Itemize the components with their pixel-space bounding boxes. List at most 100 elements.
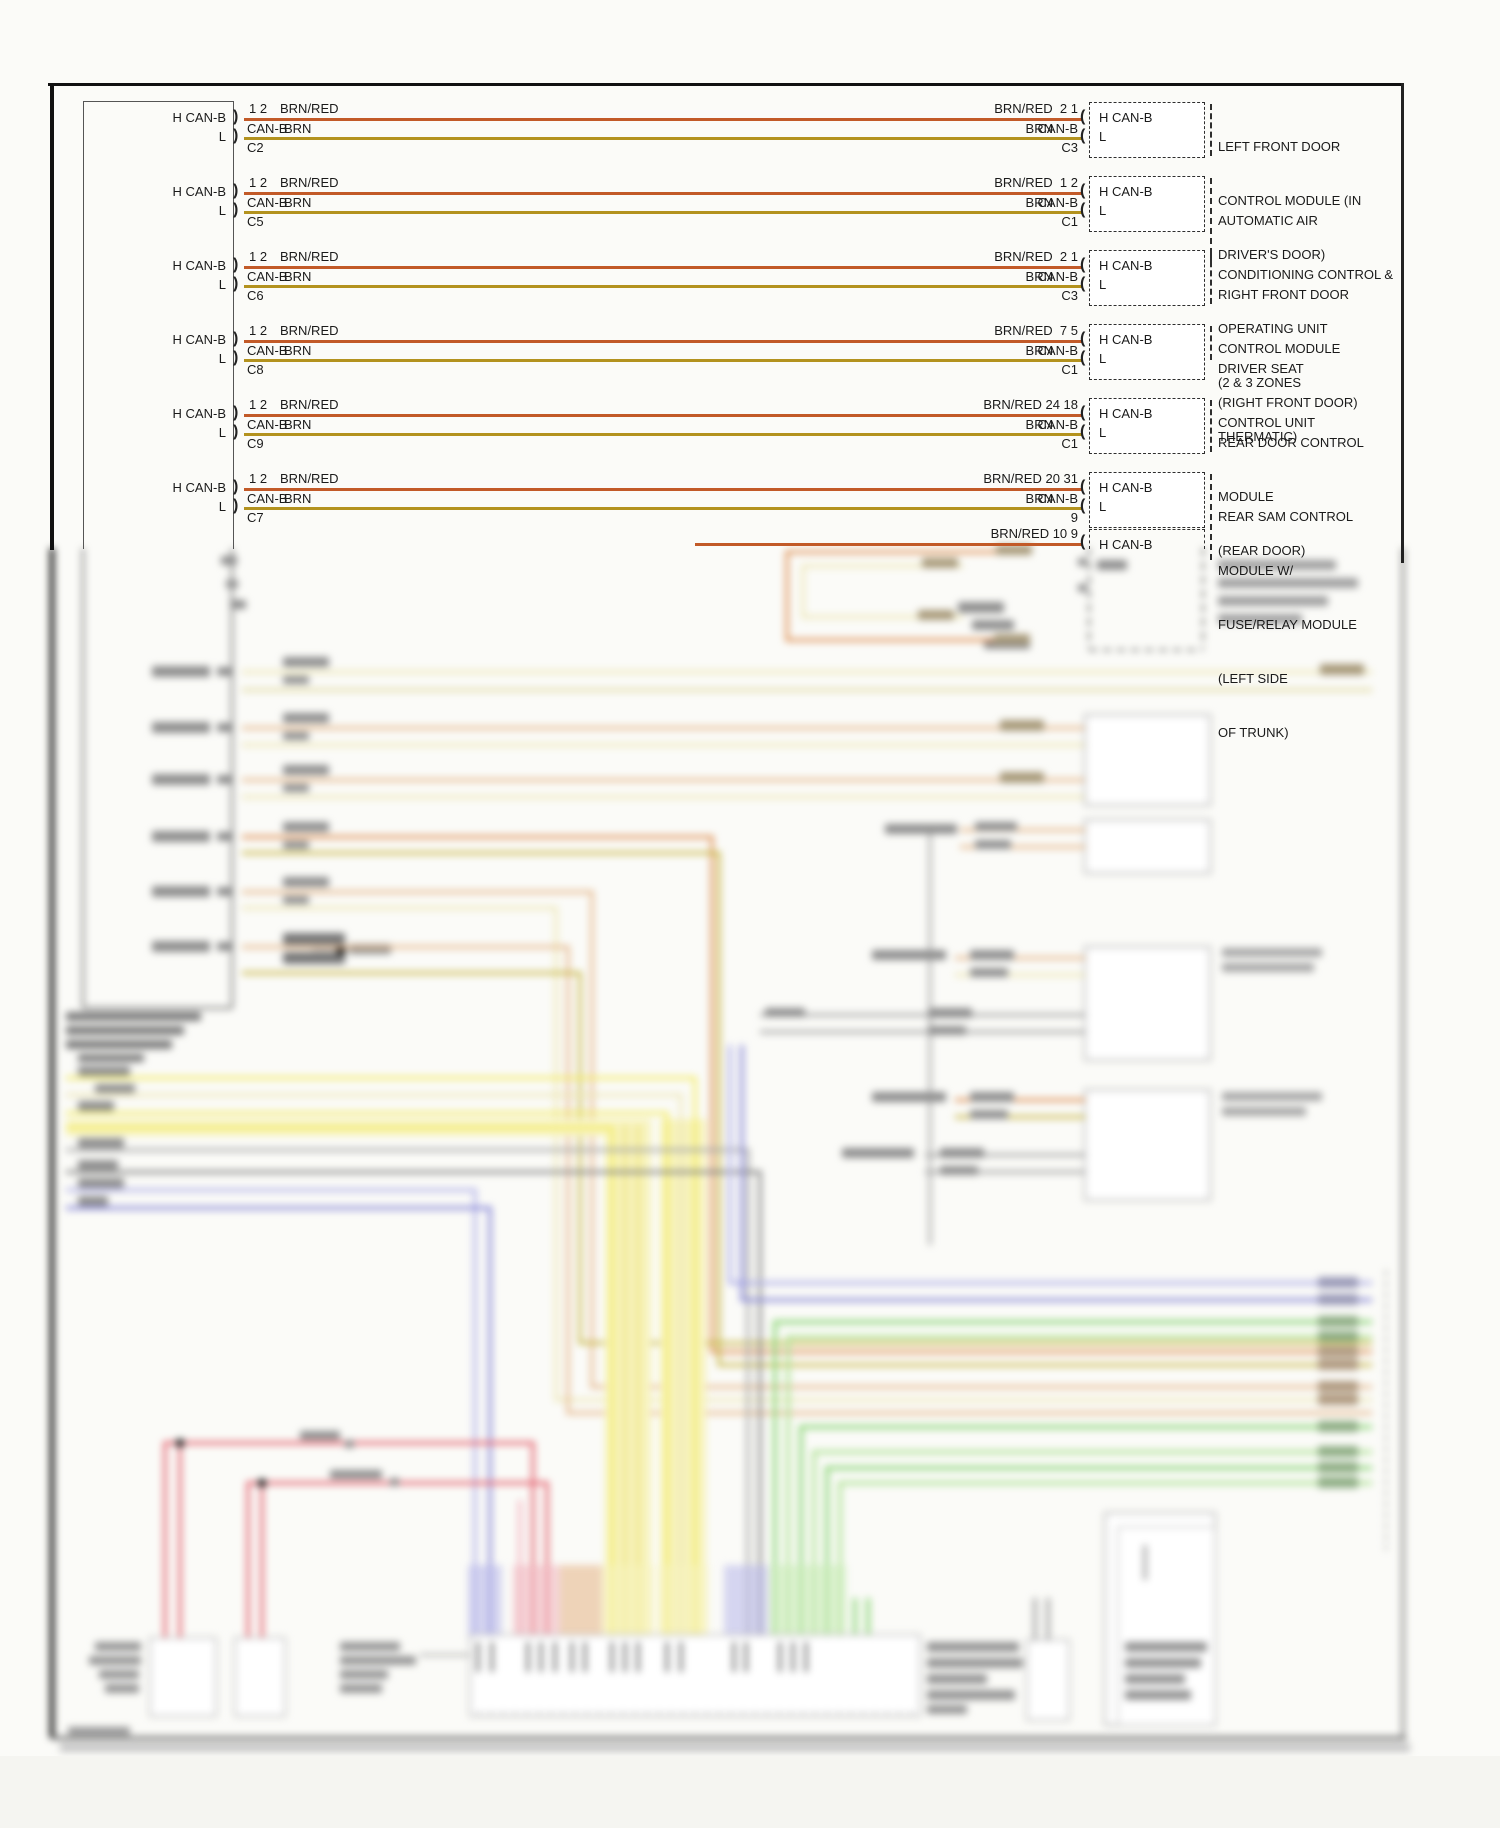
can-b-high-wire bbox=[244, 192, 1082, 195]
module-name-line: MODULE W/ bbox=[1218, 563, 1294, 578]
pin-numbers: 1 2 bbox=[249, 101, 268, 116]
module-name: REAR SAM CONTROL MODULE W/ FUSE/RELAY MO… bbox=[1218, 472, 1357, 778]
connector-id: C9 bbox=[247, 436, 264, 451]
module-name: DRIVER SEAT CONTROL UNIT bbox=[1218, 324, 1315, 468]
module-name-line: LEFT FRONT DOOR bbox=[1218, 139, 1341, 154]
module-name-line: REAR SAM CONTROL bbox=[1218, 509, 1354, 524]
connector-bump: ( bbox=[1080, 478, 1086, 495]
can-b-high-wire bbox=[695, 543, 1082, 546]
module-dashed-box bbox=[1089, 398, 1205, 454]
can-b-high-wire bbox=[244, 488, 1082, 491]
module-name-line: RIGHT FRONT DOOR bbox=[1218, 287, 1349, 302]
module-name-line: CONTROL MODULE bbox=[1218, 341, 1341, 356]
module-dashed-box bbox=[1089, 472, 1205, 528]
connector-bump: ) bbox=[233, 404, 239, 421]
module-dashed-box bbox=[1089, 176, 1205, 232]
h-can-b-label: H CAN-B bbox=[1099, 110, 1153, 125]
connector-id: C5 bbox=[247, 214, 264, 229]
l-label: L bbox=[218, 203, 226, 218]
connector-bump: ( bbox=[1080, 330, 1086, 347]
wire-color-label: BRN bbox=[1025, 269, 1053, 284]
connector-bump: ) bbox=[233, 256, 239, 273]
can-b-low-wire bbox=[244, 285, 1082, 288]
module-name-line: (2 & 3 ZONES bbox=[1218, 375, 1302, 390]
connector-bump: ) bbox=[233, 349, 239, 366]
module-name-line: AUTOMATIC AIR bbox=[1218, 213, 1318, 228]
module-name: REAR DOOR CONTROL MODULE (REAR DOOR) bbox=[1218, 398, 1364, 596]
l-label: L bbox=[1099, 351, 1107, 366]
module-name: AUTOMATIC AIR CONDITIONING CONTROL & OPE… bbox=[1218, 176, 1393, 482]
connector-id: C1 bbox=[1061, 214, 1078, 229]
module-name-line: OF TRUNK) bbox=[1218, 725, 1289, 740]
wire-color-label: BRN bbox=[284, 121, 312, 136]
module-name-line: THERMATIC) bbox=[1218, 429, 1298, 444]
module-pins-label: BRN/RED 2 1 bbox=[994, 101, 1078, 116]
l-label: L bbox=[1099, 203, 1107, 218]
module-pins-label: BRN/RED 1 2 bbox=[994, 175, 1078, 190]
pin-numbers: 1 2 bbox=[249, 397, 268, 412]
module-name-line: (LEFT SIDE bbox=[1218, 671, 1288, 686]
left-control-unit-box bbox=[83, 101, 234, 549]
wire-color-label: BRN/RED bbox=[280, 175, 339, 190]
module-label-bracket bbox=[1210, 104, 1214, 156]
can-b-label: CAN-B bbox=[247, 121, 288, 136]
pin-numbers: 1 2 bbox=[249, 175, 268, 190]
can-b-label: CAN-B bbox=[247, 417, 288, 432]
wire-color-label: BRN/RED bbox=[280, 471, 339, 486]
wire-color-label: BRN/RED bbox=[280, 323, 339, 338]
l-label: L bbox=[1099, 277, 1107, 292]
module-name-line: OPERATING UNIT bbox=[1218, 321, 1328, 336]
h-can-b-label: H CAN-B bbox=[1099, 332, 1153, 347]
module-dashed-box bbox=[1089, 324, 1205, 380]
l-label: L bbox=[218, 351, 226, 366]
module-name: RIGHT FRONT DOOR CONTROL MODULE (RIGHT F… bbox=[1218, 250, 1358, 448]
connector-bump: ( bbox=[1080, 404, 1086, 421]
page-bottom-margin bbox=[0, 1756, 1500, 1828]
wire-color-label: BRN/RED bbox=[280, 397, 339, 412]
connector-id: 9 bbox=[1070, 510, 1078, 525]
connector-bump: ( bbox=[1080, 497, 1086, 514]
connector-bump: ( bbox=[1080, 349, 1086, 366]
wire-color-label: BRN bbox=[284, 195, 312, 210]
l-label: L bbox=[1099, 499, 1107, 514]
wire-color-label: BRN bbox=[1025, 491, 1053, 506]
connector-bump: ( bbox=[1080, 256, 1086, 273]
connector-id: C7 bbox=[247, 510, 264, 525]
h-can-b-label: H CAN-B bbox=[1099, 537, 1153, 552]
wire-color-label: BRN/RED bbox=[280, 101, 339, 116]
wire-color-label: BRN bbox=[284, 417, 312, 432]
connector-bump: ) bbox=[233, 201, 239, 218]
connector-id: C1 bbox=[1061, 362, 1078, 377]
page-border-left bbox=[50, 83, 54, 550]
module-dashed-box bbox=[1089, 102, 1205, 158]
connector-bump: ) bbox=[233, 423, 239, 440]
module-name-line: (RIGHT FRONT DOOR) bbox=[1218, 395, 1358, 410]
module-name: LEFT FRONT DOOR CONTROL MODULE (IN DRIVE… bbox=[1218, 102, 1361, 300]
connector-bump: ) bbox=[233, 127, 239, 144]
can-b-low-wire bbox=[244, 507, 1082, 510]
module-dashed-box-partial bbox=[1089, 529, 1205, 549]
module-label-bracket bbox=[1210, 326, 1214, 360]
connector-id: C1 bbox=[1061, 436, 1078, 451]
module-name-line: FUSE/RELAY MODULE bbox=[1218, 617, 1357, 632]
connector-bump: ) bbox=[233, 108, 239, 125]
page-border-right bbox=[1401, 83, 1404, 563]
module-name-line: (REAR DOOR) bbox=[1218, 543, 1306, 558]
module-label-bracket bbox=[1210, 252, 1214, 304]
can-b-high-wire bbox=[244, 340, 1082, 343]
module-name-line: MODULE bbox=[1218, 489, 1274, 504]
connector-bump: ) bbox=[233, 478, 239, 495]
wire-color-label: BRN bbox=[284, 491, 312, 506]
connector-bump: ( bbox=[1080, 533, 1086, 550]
l-label: L bbox=[218, 499, 226, 514]
can-b-label: CAN-B bbox=[1037, 491, 1078, 506]
h-can-b-label: H CAN-B bbox=[172, 480, 226, 495]
connector-bump: ( bbox=[1080, 423, 1086, 440]
h-can-b-label: H CAN-B bbox=[1099, 258, 1153, 273]
pin-numbers: 1 2 bbox=[249, 323, 268, 338]
module-dashed-box bbox=[1089, 250, 1205, 306]
page-border-top bbox=[48, 83, 1404, 86]
l-label: L bbox=[1099, 129, 1107, 144]
connector-bump: ( bbox=[1080, 127, 1086, 144]
